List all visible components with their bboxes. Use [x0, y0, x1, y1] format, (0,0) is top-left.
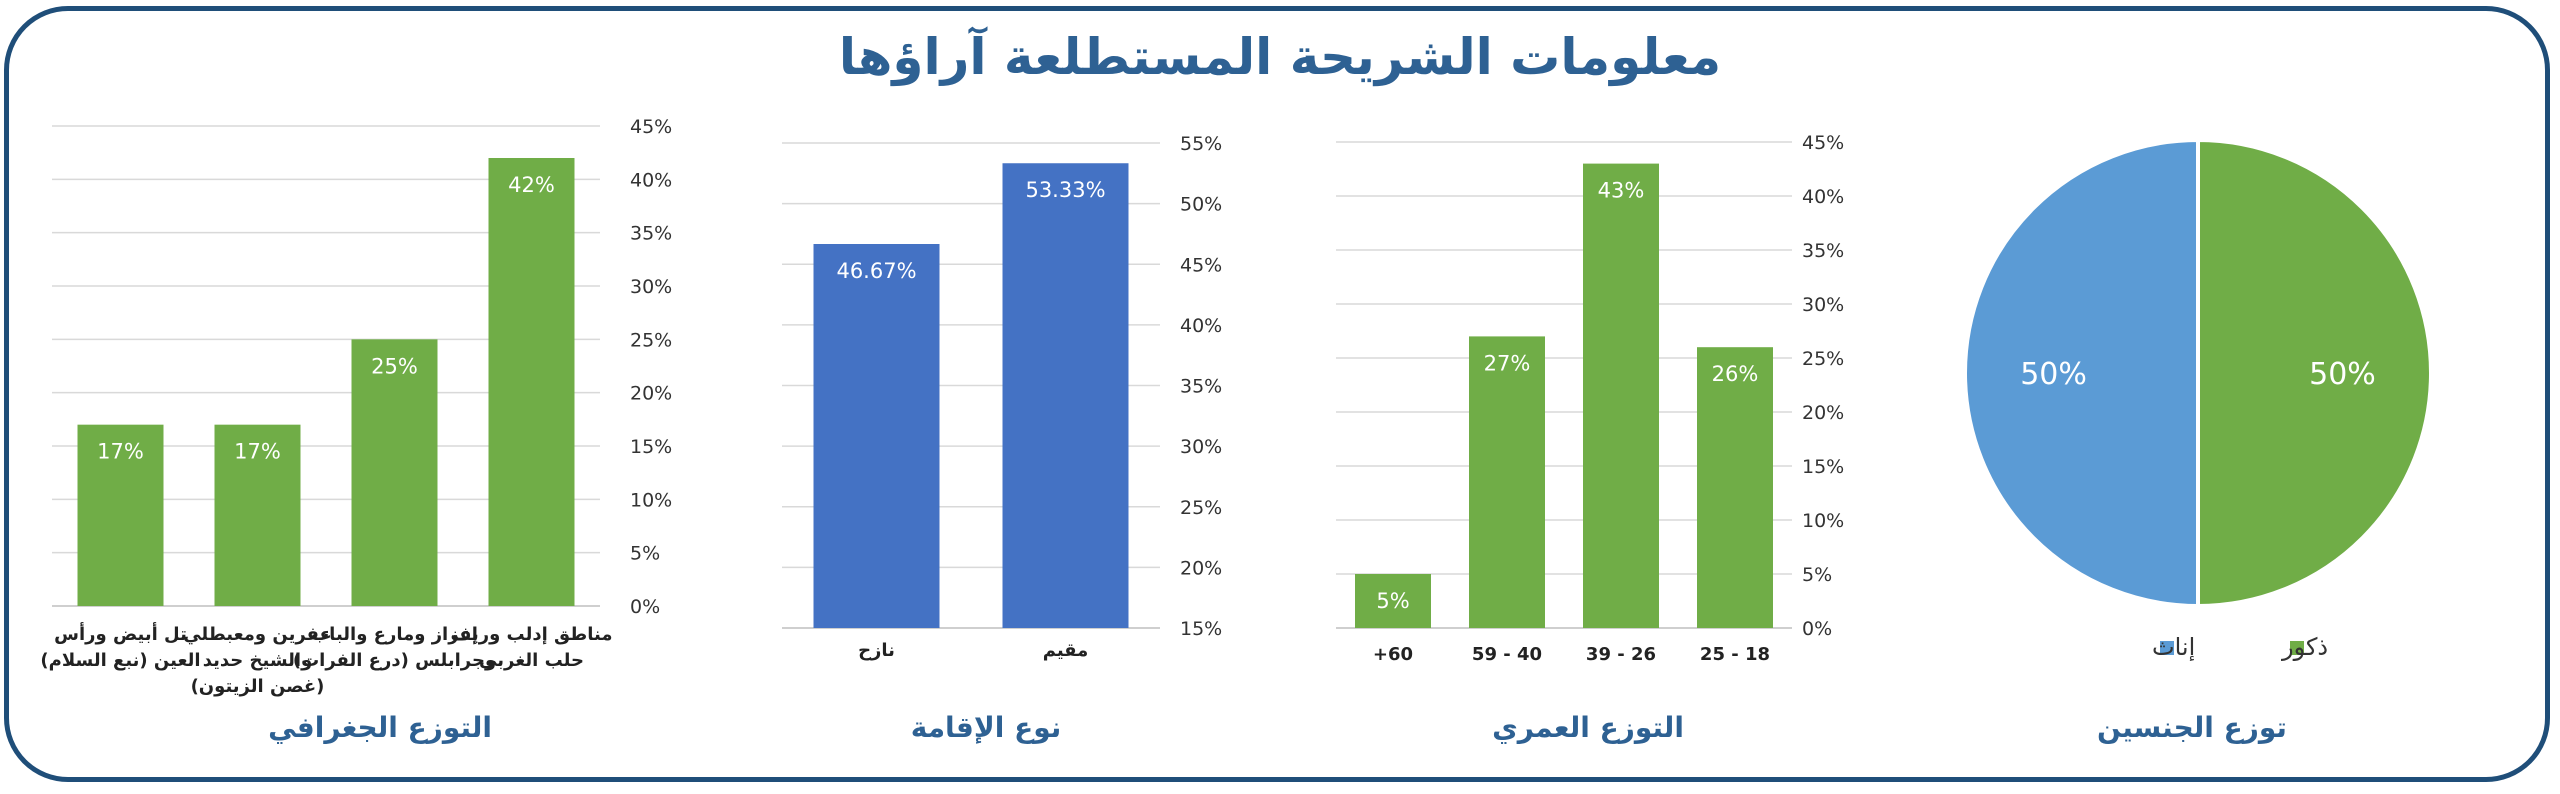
chart-title: التوزع العمري [1492, 711, 1684, 744]
bar [813, 244, 940, 628]
y-tick-label: 25% [1180, 497, 1222, 519]
y-tick-label: 35% [1180, 376, 1222, 398]
chart-geo: 0% 5% 10% 15% 20% 25% 30% 35% 40% 45% 42% مناطق إدل… [40, 116, 672, 744]
y-tick-label: 50% [1180, 194, 1222, 216]
y-tick-label: 35% [1802, 240, 1844, 262]
bar [488, 158, 575, 606]
bar [351, 339, 438, 606]
data-label: 42% [508, 173, 555, 197]
data-label: 17% [234, 440, 281, 464]
category-label: (غصن الزيتون) [191, 676, 325, 697]
category-label: عفرين ومعبطلي [183, 624, 332, 645]
chart-residence: 15% 20% 25% 30% 35% 40% 45% 50% 55% 53.33% مقيم 46.… [782, 133, 1222, 744]
data-label: 53.33% [1025, 178, 1105, 202]
category-label: تل أبيض ورأس [54, 622, 187, 645]
category-label: 60+ [1373, 644, 1413, 665]
chart-title: توزع الجنسين [2097, 711, 2287, 744]
y-tick-label: 45% [1802, 132, 1844, 154]
category-label: نازح [858, 640, 895, 661]
category-label: وجرابلس (درع الفرات) [293, 650, 496, 671]
y-tick-label: 35% [630, 223, 672, 245]
data-label: 5% [1376, 589, 1409, 613]
chart-title: نوع الإقامة [911, 711, 1062, 744]
y-tick-label: 0% [1802, 618, 1832, 640]
category-label: 40 - 59 [1472, 644, 1542, 665]
y-tick-label: 10% [1802, 510, 1844, 532]
category-label: إعزاز ومارع والباب [311, 624, 478, 645]
y-tick-label: 30% [630, 276, 672, 298]
bar [1002, 163, 1129, 628]
data-label: 17% [97, 440, 144, 464]
y-tick-label: 40% [1180, 315, 1222, 337]
data-label: 27% [1484, 351, 1531, 375]
y-tick-label: 40% [630, 169, 672, 191]
y-tick-label: 0% [630, 596, 660, 618]
bar [1355, 574, 1431, 628]
y-tick-label: 15% [630, 436, 672, 458]
y-tick-label: 10% [630, 489, 672, 511]
y-tick-label: 20% [630, 383, 672, 405]
legend-label: إناث [2152, 633, 2195, 662]
bar [1583, 163, 1659, 628]
y-tick-label: 30% [1802, 294, 1844, 316]
y-tick-label: 15% [1802, 456, 1844, 478]
y-tick-label: 45% [1180, 254, 1222, 276]
data-label: 43% [1598, 179, 1645, 203]
bar [1697, 347, 1773, 628]
bar [1469, 336, 1545, 628]
data-label: 25% [371, 354, 418, 378]
y-tick-label: 25% [1802, 348, 1844, 370]
page-title: معلومات الشريحة المستطلعة آراؤها [838, 28, 1722, 86]
data-label: 46.67% [836, 259, 916, 283]
y-tick-label: 55% [1180, 133, 1222, 155]
y-tick-label: 40% [1802, 186, 1844, 208]
pie-slice [2196, 137, 2433, 609]
data-label: 26% [1712, 362, 1759, 386]
category-label: مناطق إدلب وريف [451, 624, 613, 645]
y-tick-label: 45% [630, 116, 672, 138]
slice-label: 50% [2309, 357, 2376, 392]
chart-title: التوزع الجغرافي [268, 711, 492, 744]
bar [214, 424, 301, 606]
category-label: والشيخ حديد [203, 650, 313, 671]
legend-swatch [2290, 641, 2304, 655]
y-tick-label: 5% [630, 543, 660, 565]
pie-slice [1963, 137, 2200, 609]
y-tick-label: 15% [1180, 618, 1222, 640]
y-tick-label: 25% [630, 329, 672, 351]
y-tick-label: 20% [1802, 402, 1844, 424]
category-label: 26 - 39 [1586, 644, 1656, 665]
chart-age: 0% 5% 10% 15% 20% 25% 30% 35% 40% 45% 26% 18 - 25 43… [1336, 132, 1844, 744]
legend-label: ذكور [2281, 633, 2328, 661]
legend-swatch [2160, 641, 2174, 655]
slice-label: 50% [2020, 357, 2087, 392]
category-label: مقيم [1043, 640, 1089, 661]
y-tick-label: 20% [1180, 557, 1222, 579]
category-label: 18 - 25 [1700, 644, 1770, 665]
y-tick-label: 5% [1802, 564, 1832, 586]
chart-gender: 50% ذكور 50% إناث توزع الجنسين [1963, 137, 2433, 744]
y-tick-label: 30% [1180, 436, 1222, 458]
category-label: العين (نبع السلام) [40, 650, 200, 671]
bar [77, 424, 164, 606]
category-label: حلب الغربي [479, 650, 584, 671]
